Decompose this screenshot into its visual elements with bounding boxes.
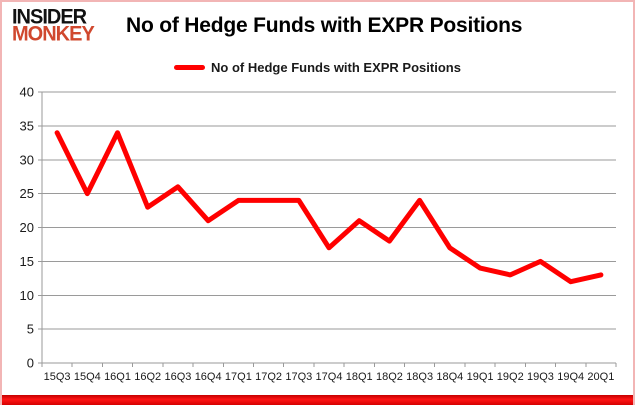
logo-line1: INSIDER bbox=[12, 5, 87, 29]
x-tick-labels: 15Q3 15Q4 16Q1 16Q2 16Q3 16Q4 17Q1 17Q2 17Q3 17Q4… bbox=[44, 371, 615, 383]
y-tick-label: 0 bbox=[27, 356, 34, 371]
legend-label: No of Hedge Funds with EXPR Positions bbox=[211, 60, 461, 75]
x-tick-label: 16Q4 bbox=[195, 371, 222, 383]
x-tick-label: 20Q1 bbox=[587, 371, 614, 383]
y-tick-label: 20 bbox=[20, 220, 34, 235]
x-tick-label: 18Q4 bbox=[436, 371, 463, 383]
x-tick-label: 17Q2 bbox=[255, 371, 282, 383]
x-tick-label: 17Q1 bbox=[225, 371, 252, 383]
x-tick-label: 19Q1 bbox=[467, 371, 494, 383]
x-tick-label: 17Q3 bbox=[285, 371, 312, 383]
x-tick-label: 16Q3 bbox=[164, 371, 191, 383]
chart-title: No of Hedge Funds with EXPR Positions bbox=[126, 14, 523, 37]
axes bbox=[38, 91, 617, 367]
legend-line-swatch bbox=[174, 65, 206, 70]
logo-line2: MONKEY bbox=[12, 22, 95, 46]
series-line bbox=[54, 130, 604, 285]
y-tick-labels: 0 5 10 15 20 25 30 35 40 bbox=[20, 85, 34, 371]
x-tick-label: 18Q1 bbox=[346, 371, 373, 383]
x-tick-label: 19Q4 bbox=[557, 371, 584, 383]
bottom-red-bar bbox=[2, 395, 633, 405]
x-tick-label: 18Q3 bbox=[406, 371, 433, 383]
y-tick-label: 30 bbox=[20, 152, 34, 167]
x-tick-label: 17Q4 bbox=[316, 371, 343, 383]
x-tick-label: 16Q2 bbox=[134, 371, 161, 383]
y-tick-label: 10 bbox=[20, 288, 34, 303]
y-tick-label: 35 bbox=[20, 118, 34, 133]
y-tick-label: 25 bbox=[20, 186, 34, 201]
x-tick-label: 16Q1 bbox=[104, 371, 131, 383]
x-tick-label: 18Q2 bbox=[376, 371, 403, 383]
legend: No of Hedge Funds with EXPR Positions bbox=[2, 60, 633, 75]
gridlines bbox=[42, 91, 616, 330]
x-tick-label: 15Q4 bbox=[74, 371, 101, 383]
y-tick-label: 15 bbox=[20, 254, 34, 269]
x-tick-label: 19Q2 bbox=[497, 371, 524, 383]
x-tick-label: 15Q3 bbox=[44, 371, 71, 383]
insider-monkey-logo: INSIDER MONKEY bbox=[12, 5, 95, 46]
x-tick-label: 19Q3 bbox=[527, 371, 554, 383]
y-tick-label: 5 bbox=[27, 322, 34, 337]
y-tick-label: 40 bbox=[20, 85, 34, 100]
